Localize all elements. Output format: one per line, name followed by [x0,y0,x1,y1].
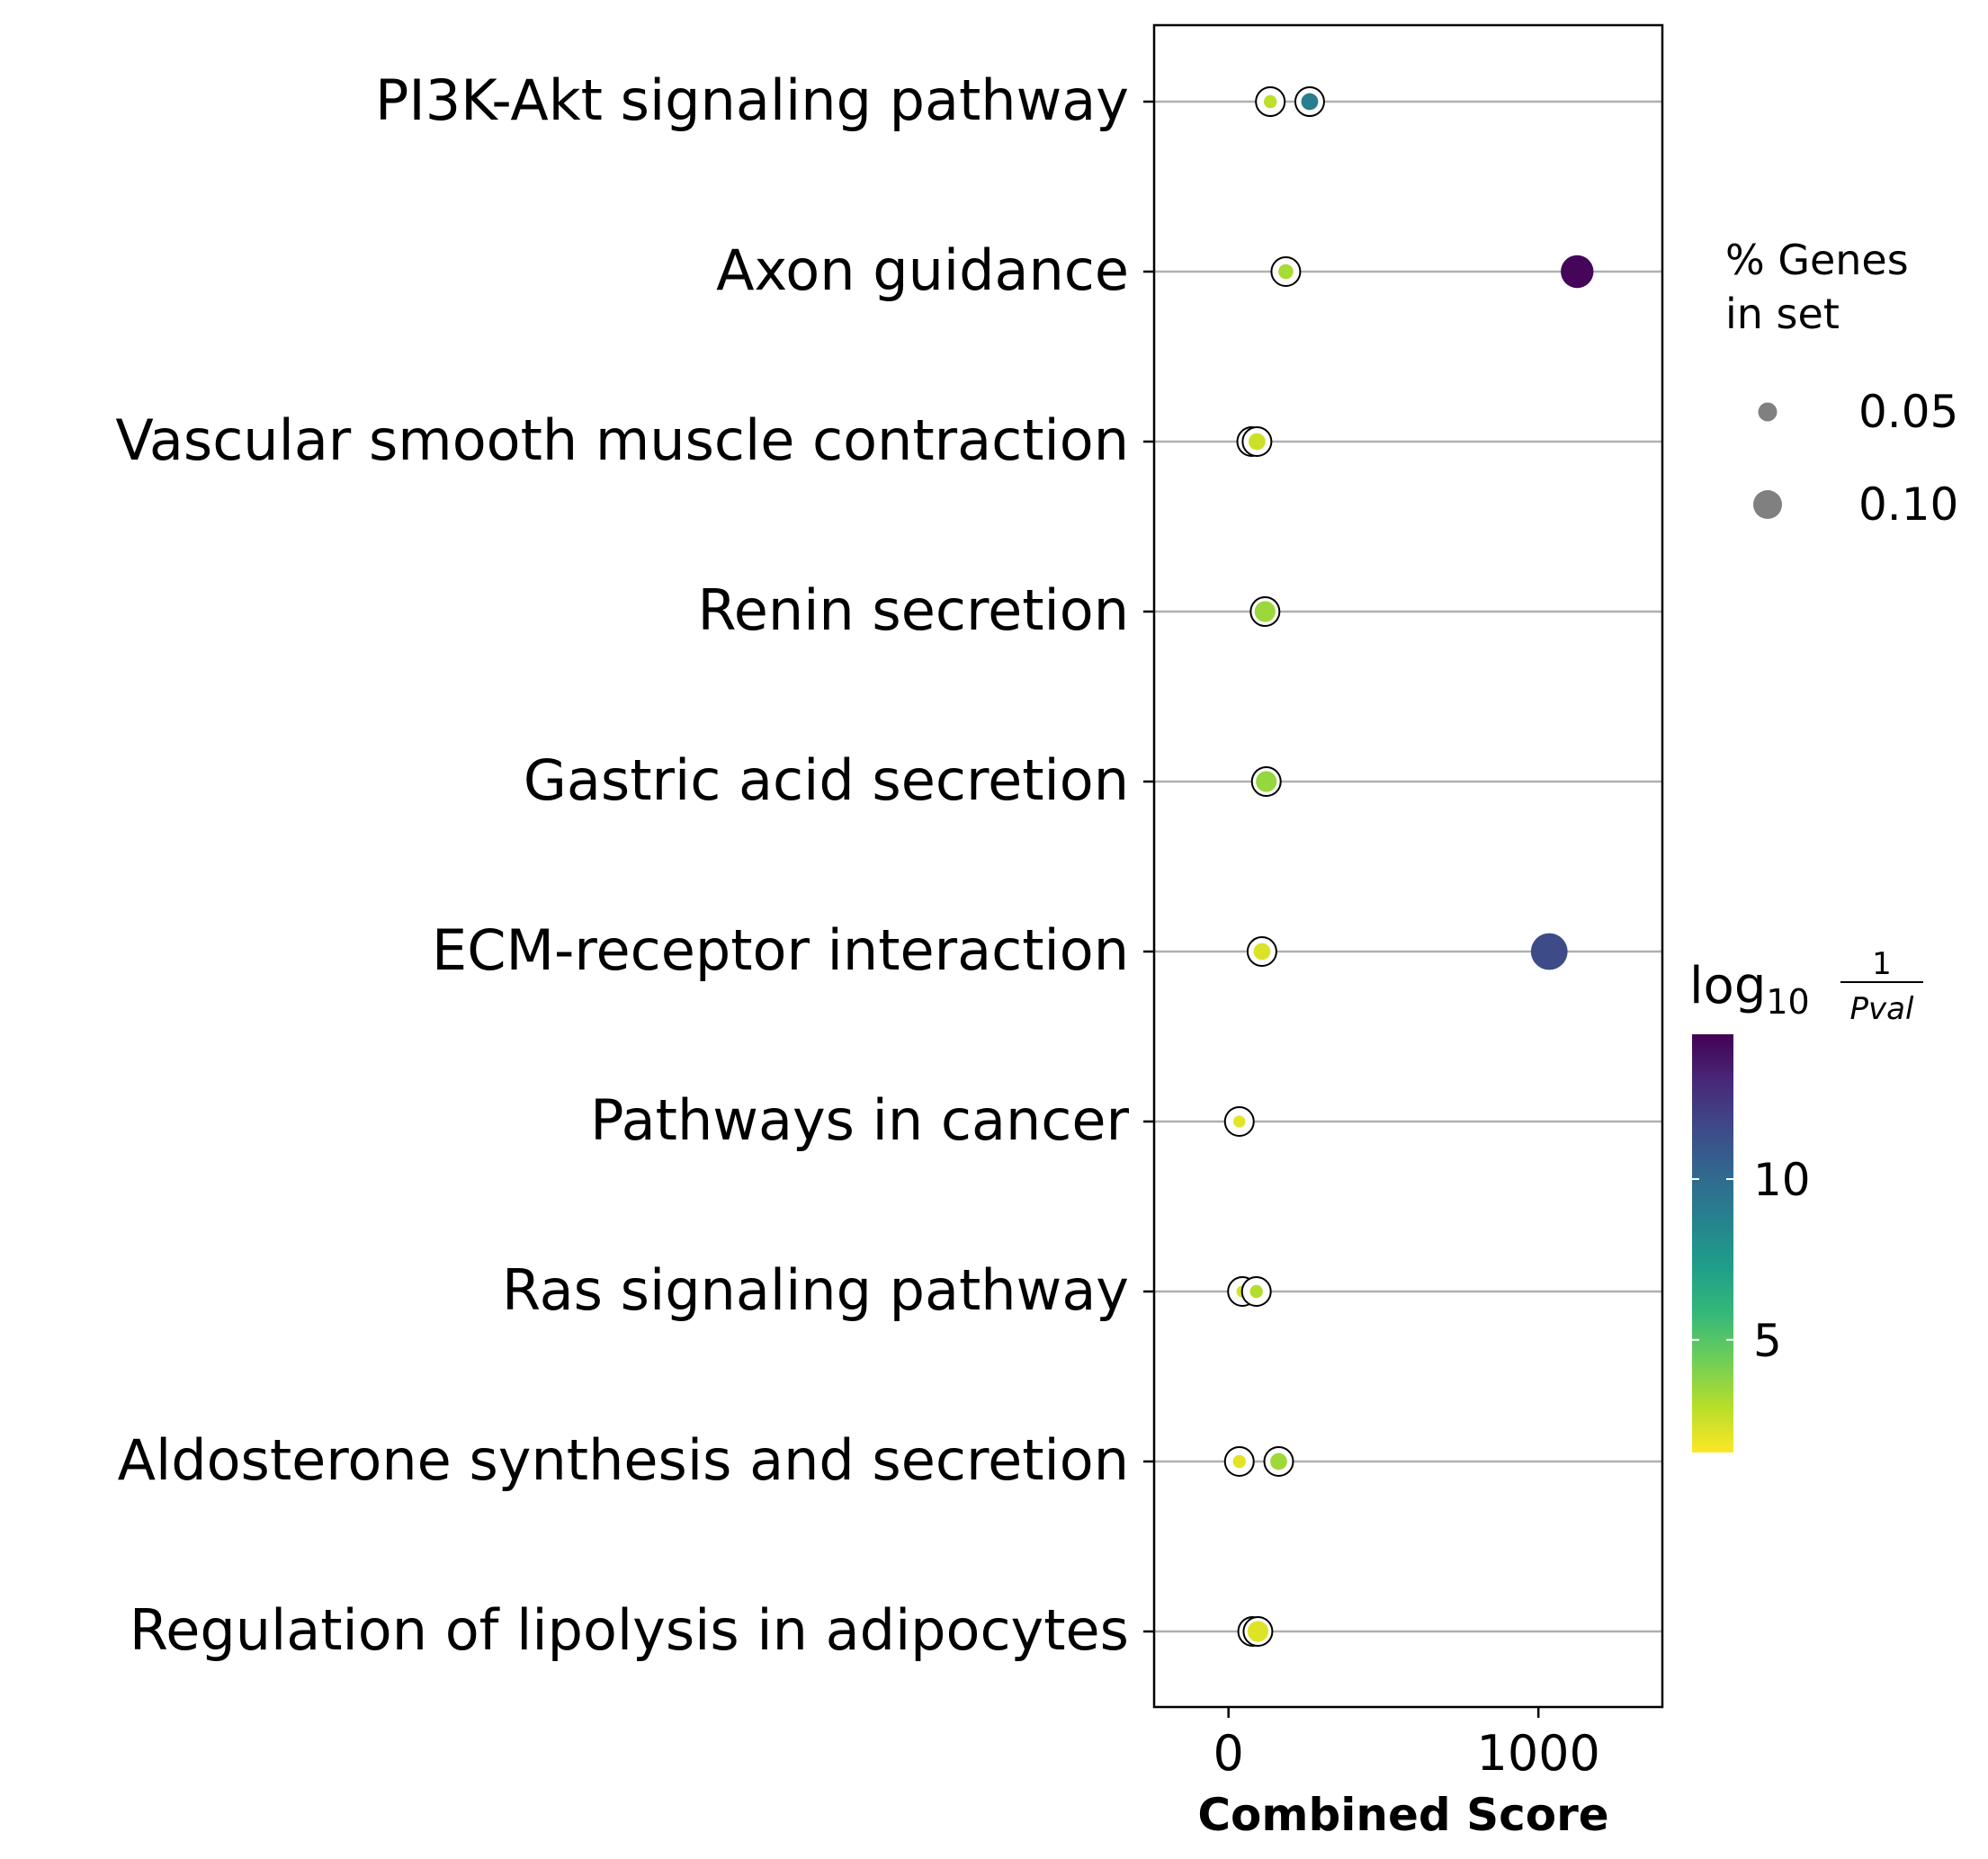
data-point [1256,771,1277,792]
horizontal-grid-lines [1154,100,1662,1633]
y-tick-label: Renin secretion [697,577,1129,643]
data-point [1270,1452,1287,1470]
colorbar: log10 1 Pval 510 [1689,946,1923,1452]
colorbar-title-numerator: 1 [1872,946,1892,982]
size-legend: % Genes in set 0.05 0.10 [1725,236,1958,531]
colorbar-ticks: 5 10 [1692,1154,1811,1367]
colorbar-title: log10 [1689,957,1810,1022]
size-legend-label: 0.10 [1858,478,1958,531]
colorbar-tick-label: 5 [1753,1315,1782,1367]
data-point [1232,1454,1246,1469]
x-tick-label: 1000 [1476,1725,1599,1782]
data-point [1233,1115,1246,1128]
data-point [1247,1621,1269,1642]
data-point [1530,933,1568,970]
y-axis: PI3K-Akt signaling pathway Axon guidance V… [115,67,1154,1663]
data-point [1248,433,1266,451]
colorbar-title-log: log [1689,957,1766,1015]
colorbar-title-denominator: Pval [1850,991,1914,1027]
data-point [1278,264,1294,280]
data-point [1249,1284,1263,1299]
y-tick-label: ECM-receptor interaction [432,917,1129,983]
y-tick-label: Aldosterone synthesis and secretion [118,1427,1129,1493]
colorbar-tick-label: 10 [1753,1154,1811,1206]
size-legend-title-line2: in set [1725,290,1840,338]
data-point [1301,93,1319,111]
y-tick-label: Gastric acid secretion [524,747,1129,813]
colorbar-gradient [1692,1034,1733,1452]
data-points [1223,86,1594,1647]
x-axis: 0 1000 [1213,1707,1600,1782]
plot-area-frame [1152,23,1664,1709]
size-legend-label: 0.05 [1858,386,1958,438]
size-legend-marker [1758,402,1778,422]
data-point [1263,94,1277,109]
data-point [1253,943,1271,961]
y-tick-label: Vascular smooth muscle contraction [115,407,1129,473]
y-tick-label: Ras signaling pathway [502,1257,1129,1323]
size-legend-title-line1: % Genes [1725,236,1909,284]
y-tick-label: Axon guidance [716,237,1129,303]
x-tick-label: 0 [1213,1725,1244,1782]
data-point [1254,601,1276,622]
y-tick-label: PI3K-Akt signaling pathway [375,67,1129,133]
colorbar-title-subscript: 10 [1766,982,1809,1022]
data-point [1561,255,1594,289]
y-tick-label: Regulation of lipolysis in adipocytes [130,1597,1129,1663]
y-tick-label: Pathways in cancer [590,1087,1129,1153]
x-axis-label: Combined Score [1197,1789,1608,1841]
size-legend-marker [1753,490,1782,519]
